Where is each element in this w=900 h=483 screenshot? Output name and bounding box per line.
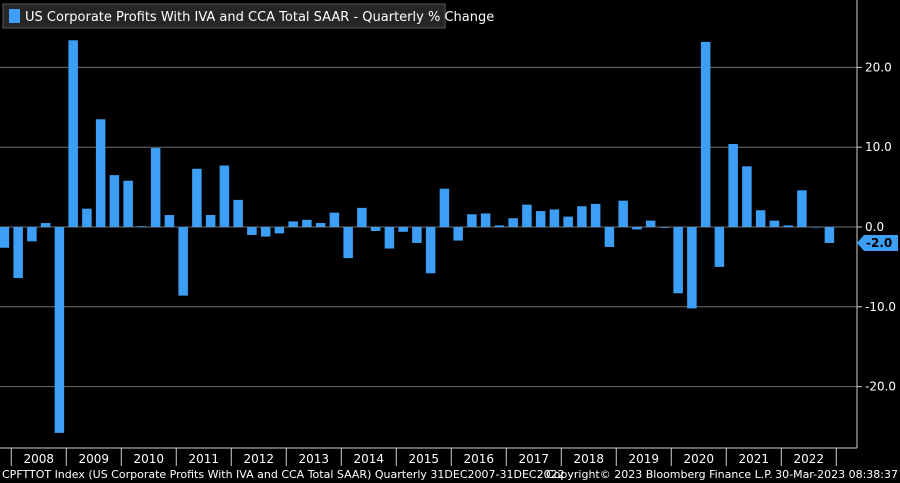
x-tick-label: 2011 bbox=[189, 452, 220, 466]
bar bbox=[480, 213, 491, 227]
bar bbox=[192, 168, 202, 227]
bar bbox=[563, 216, 573, 227]
footer-copyright: Copyright© 2023 Bloomberg Finance L.P. bbox=[546, 468, 773, 481]
y-tick-label: -10.0 bbox=[865, 300, 896, 314]
bar bbox=[219, 165, 230, 227]
bar bbox=[274, 227, 285, 234]
bar bbox=[95, 119, 106, 227]
bar bbox=[714, 227, 725, 267]
bar bbox=[494, 225, 505, 227]
bar bbox=[700, 41, 711, 227]
bar bbox=[755, 210, 766, 227]
bar bbox=[68, 40, 78, 227]
bar bbox=[522, 204, 532, 227]
bar bbox=[123, 180, 133, 227]
bar bbox=[82, 208, 92, 227]
bars bbox=[0, 40, 835, 433]
bar bbox=[343, 227, 353, 259]
bar bbox=[247, 227, 257, 235]
legend: US Corporate Profits With IVA and CCA To… bbox=[2, 3, 494, 29]
bar bbox=[797, 190, 807, 227]
last-value-pointer bbox=[857, 235, 898, 251]
x-tick-label: 2013 bbox=[299, 452, 330, 466]
x-tick-label: 2022 bbox=[794, 452, 825, 466]
bar bbox=[384, 227, 395, 249]
x-tick-label: 2016 bbox=[464, 452, 495, 466]
bar bbox=[604, 227, 615, 247]
y-tick-label: 20.0 bbox=[865, 60, 892, 74]
bar bbox=[288, 221, 298, 227]
bar bbox=[742, 166, 752, 227]
y-tick-label: 0.0 bbox=[865, 220, 884, 234]
bar bbox=[137, 226, 147, 227]
legend-swatch bbox=[9, 9, 20, 23]
bar bbox=[260, 227, 271, 237]
bar bbox=[233, 199, 243, 227]
bar bbox=[425, 227, 436, 274]
last-value-label: -2.0 bbox=[866, 236, 892, 250]
x-tick-label: 2019 bbox=[629, 452, 660, 466]
y-tick-label: 10.0 bbox=[865, 140, 892, 154]
bar bbox=[13, 227, 23, 279]
y-tick-label: -20.0 bbox=[865, 380, 896, 394]
bar bbox=[27, 227, 37, 242]
bar bbox=[549, 209, 560, 227]
bar bbox=[577, 206, 587, 227]
footer: CPFTTOT Index (US Corporate Profits With… bbox=[2, 468, 898, 481]
legend-box bbox=[2, 3, 446, 29]
bar bbox=[412, 227, 422, 243]
bar bbox=[590, 203, 601, 227]
bar bbox=[453, 227, 463, 241]
bar bbox=[632, 227, 642, 230]
bar bbox=[302, 219, 312, 227]
x-tick-label: 2020 bbox=[684, 452, 715, 466]
footer-timestamp: 30-Mar-2023 08:38:37 bbox=[775, 468, 898, 481]
bar bbox=[357, 207, 367, 227]
x-tick-label: 2010 bbox=[134, 452, 165, 466]
bar bbox=[315, 223, 326, 227]
legend-label: US Corporate Profits With IVA and CCA To… bbox=[25, 10, 494, 25]
bar bbox=[54, 227, 65, 433]
bar bbox=[535, 211, 546, 227]
bar bbox=[370, 227, 381, 231]
x-ticks: 2008 2009 2010 2011 2012 2013 2014 2015 2016 2017… bbox=[10, 448, 837, 466]
bar bbox=[687, 227, 697, 309]
bar bbox=[398, 227, 408, 232]
bar bbox=[673, 227, 683, 294]
footer-index-description: CPFTTOT Index (US Corporate Profits With… bbox=[2, 468, 565, 481]
bar bbox=[783, 225, 793, 227]
bar bbox=[728, 144, 738, 227]
bar bbox=[205, 215, 216, 227]
bar bbox=[645, 220, 656, 227]
bar bbox=[40, 223, 51, 227]
bar bbox=[439, 188, 450, 227]
x-tick-label: 2018 bbox=[574, 452, 605, 466]
bar bbox=[810, 227, 821, 228]
bar bbox=[618, 200, 628, 227]
bar bbox=[178, 227, 188, 296]
bar bbox=[508, 218, 518, 227]
last-value-marker: -2.0 bbox=[857, 235, 898, 251]
axes bbox=[0, 0, 858, 449]
x-tick-label: 2021 bbox=[739, 452, 770, 466]
bar bbox=[329, 212, 340, 227]
x-tick-label: 2014 bbox=[354, 452, 385, 466]
bar bbox=[150, 147, 161, 227]
x-tick-label: 2008 bbox=[24, 452, 55, 466]
bar bbox=[164, 215, 175, 227]
bar bbox=[109, 175, 120, 227]
bar bbox=[467, 214, 477, 227]
bar bbox=[0, 227, 10, 248]
bar bbox=[769, 220, 780, 227]
bar bbox=[659, 227, 670, 228]
x-tick-label: 2012 bbox=[244, 452, 275, 466]
x-tick-label: 2017 bbox=[519, 452, 550, 466]
y-ticks: -20.0 -10.0 0.0 10.0 20.0 bbox=[857, 60, 896, 394]
bar bbox=[824, 227, 835, 243]
x-tick-label: 2015 bbox=[409, 452, 440, 466]
x-tick-label: 2009 bbox=[79, 452, 110, 466]
